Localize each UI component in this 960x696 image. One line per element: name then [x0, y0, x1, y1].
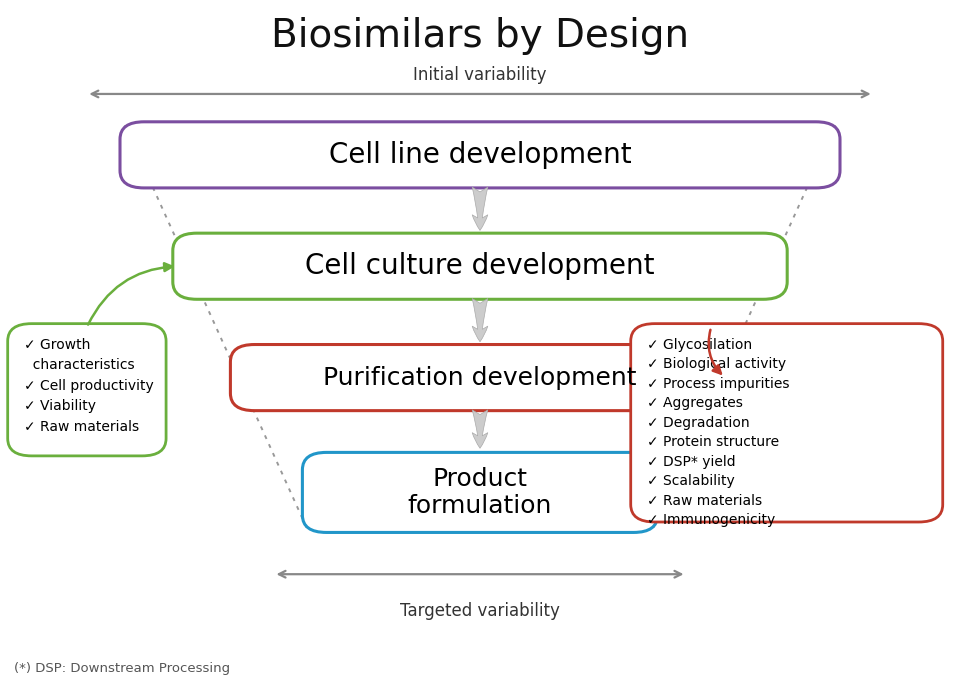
Text: Product
formulation: Product formulation: [408, 466, 552, 519]
FancyBboxPatch shape: [302, 452, 658, 532]
Text: Cell culture development: Cell culture development: [305, 252, 655, 280]
FancyBboxPatch shape: [173, 233, 787, 299]
Text: Purification development: Purification development: [324, 365, 636, 390]
Text: Initial variability: Initial variability: [413, 65, 547, 84]
Text: Biosimilars by Design: Biosimilars by Design: [271, 17, 689, 56]
FancyBboxPatch shape: [120, 122, 840, 188]
FancyBboxPatch shape: [631, 324, 943, 522]
Text: Targeted variability: Targeted variability: [400, 602, 560, 620]
Text: ✓ Growth
  characteristics
✓ Cell productivity
✓ Viability
✓ Raw materials: ✓ Growth characteristics ✓ Cell producti…: [24, 338, 154, 434]
Text: ✓ Glycosilation
✓ Biological activity
✓ Process impurities
✓ Aggregates
✓ Degrad: ✓ Glycosilation ✓ Biological activity ✓ …: [647, 338, 789, 527]
Text: Cell line development: Cell line development: [328, 141, 632, 169]
Text: (*) DSP: Downstream Processing: (*) DSP: Downstream Processing: [14, 662, 230, 675]
FancyBboxPatch shape: [230, 345, 730, 411]
FancyBboxPatch shape: [8, 324, 166, 456]
